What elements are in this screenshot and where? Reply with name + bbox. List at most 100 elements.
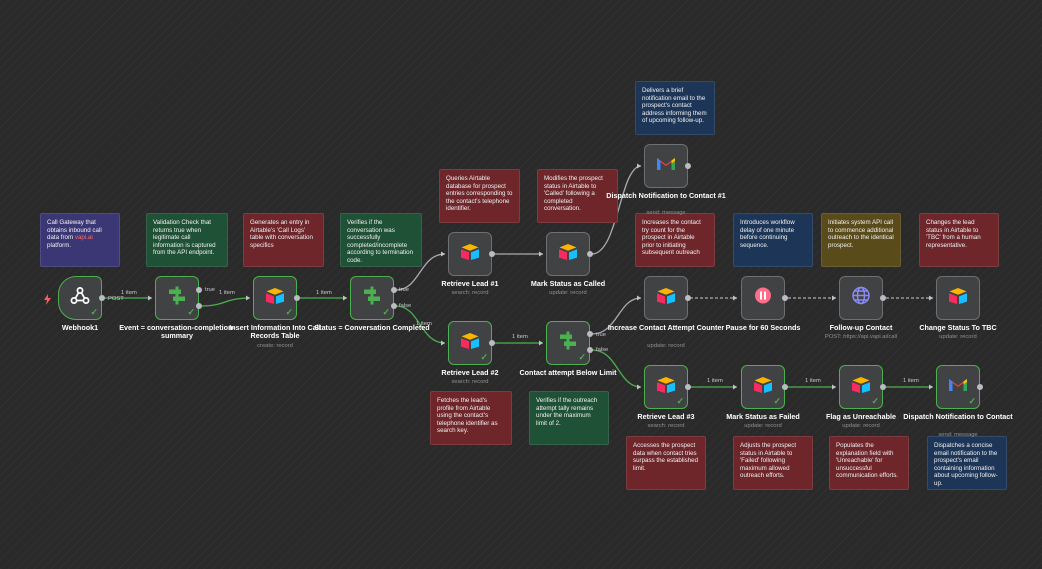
event-if-title: Event = conversation-completion-summary bbox=[119, 323, 235, 341]
edge-item-label: 1 item bbox=[316, 290, 332, 296]
success-check-icon: ✓ bbox=[968, 396, 976, 406]
if-icon bbox=[557, 330, 579, 357]
insert-record-subtitle: create: record bbox=[257, 343, 293, 349]
note-changes: Changes the lead status in Airtable to '… bbox=[919, 213, 999, 267]
success-check-icon: ✓ bbox=[90, 307, 98, 317]
flag-unreachable-subtitle: update: record bbox=[842, 423, 880, 429]
output-port[interactable] bbox=[685, 163, 691, 169]
note-populates-text: Populates the explanation field with 'Un… bbox=[836, 442, 899, 480]
dispatch-notification-2-title: Dispatch Notification to Contact bbox=[903, 412, 1013, 421]
success-check-icon: ✓ bbox=[187, 307, 195, 317]
dispatch-notification-2-node[interactable]: ✓ bbox=[936, 365, 980, 409]
output-port[interactable] bbox=[587, 251, 593, 257]
output-port[interactable] bbox=[782, 384, 788, 390]
mark-failed-node[interactable]: ✓ bbox=[741, 365, 785, 409]
airtable-icon bbox=[558, 243, 578, 265]
note-verifies-limit-text: Verifies if the outreach attempt tally r… bbox=[536, 397, 598, 427]
output-port[interactable] bbox=[880, 295, 886, 301]
false-port[interactable] bbox=[196, 303, 202, 309]
edge-item-label: 1 item bbox=[903, 378, 919, 384]
followup-contact-subtitle: POST: https://api.vapi.ai/call bbox=[824, 334, 898, 340]
note-generates-text: Generates an entry in Airtable's 'Call L… bbox=[250, 219, 313, 249]
output-port[interactable] bbox=[977, 384, 983, 390]
airtable-icon bbox=[265, 287, 285, 309]
change-status-tbc-node[interactable] bbox=[936, 276, 980, 320]
retrieve-lead-2-subtitle: search: record bbox=[451, 379, 489, 385]
output-port[interactable] bbox=[294, 295, 300, 301]
success-check-icon: ✓ bbox=[773, 396, 781, 406]
retrieve-lead-1-node[interactable] bbox=[448, 232, 492, 276]
status-if-node[interactable]: ✓ bbox=[350, 276, 394, 320]
mark-called-subtitle: update: record bbox=[549, 290, 587, 296]
branch-true-label: true bbox=[205, 287, 215, 293]
retrieve-lead-2-title: Retrieve Lead #2 bbox=[441, 368, 499, 377]
note-validation-text: Validation Check that returns true when … bbox=[153, 219, 216, 257]
dispatch-notification-1-node[interactable] bbox=[644, 144, 688, 188]
edge-item-label: 1 item bbox=[416, 321, 432, 327]
note-populates: Populates the explanation field with 'Un… bbox=[829, 436, 909, 490]
true-port[interactable] bbox=[391, 287, 397, 293]
mark-called-node[interactable] bbox=[546, 232, 590, 276]
status-if-title: Status = Conversation Completed bbox=[314, 323, 430, 332]
note-increases: Increases the contact try count for the … bbox=[635, 213, 715, 267]
output-port[interactable] bbox=[99, 295, 105, 301]
success-check-icon: ✓ bbox=[285, 307, 293, 317]
output-port[interactable] bbox=[782, 295, 788, 301]
note-verifies-text: Verifies if the conversation was success… bbox=[347, 219, 414, 264]
note-introduces: Introduces workflow delay of one minute … bbox=[733, 213, 813, 267]
false-port[interactable] bbox=[587, 347, 593, 353]
increase-counter-node[interactable] bbox=[644, 276, 688, 320]
change-status-tbc-subtitle: update: record bbox=[939, 334, 977, 340]
note-fetches: Fetches the lead's profile from Airtable… bbox=[430, 391, 512, 445]
airtable-icon bbox=[656, 376, 676, 398]
edge-item-label: 1 item bbox=[121, 290, 137, 296]
retrieve-lead-2-node[interactable]: ✓ bbox=[448, 321, 492, 365]
output-port[interactable] bbox=[685, 295, 691, 301]
vapi-link[interactable]: vapi.ai bbox=[74, 234, 93, 242]
gmail-icon bbox=[948, 377, 968, 397]
retrieve-lead-1-subtitle: search: record bbox=[451, 290, 489, 296]
true-port[interactable] bbox=[196, 287, 202, 293]
pause-node[interactable] bbox=[741, 276, 785, 320]
webhook-node[interactable]: ✓ bbox=[58, 276, 102, 320]
airtable-icon bbox=[753, 376, 773, 398]
note-delivers: Delivers a brief notification email to t… bbox=[635, 81, 715, 135]
false-port[interactable] bbox=[391, 303, 397, 309]
note-modifies: Modifies the prospect status in Airtable… bbox=[537, 169, 618, 223]
edge-item-label: 1 item bbox=[805, 378, 821, 384]
increase-counter-title: Increase Contact Attempt Counter bbox=[607, 323, 725, 332]
contact-attempt-if-node[interactable]: ✓ bbox=[546, 321, 590, 365]
success-check-icon: ✓ bbox=[578, 352, 586, 362]
note-introduces-text: Introduces workflow delay of one minute … bbox=[740, 219, 795, 249]
retrieve-lead-3-node[interactable]: ✓ bbox=[644, 365, 688, 409]
note-adjusts: Adjusts the prospect status in Airtable … bbox=[733, 436, 813, 490]
insert-record-node[interactable]: ✓ bbox=[253, 276, 297, 320]
mark-called-title: Mark Status as Called bbox=[530, 279, 606, 288]
note-dispatches: Dispatches a concise email notification … bbox=[927, 436, 1007, 490]
note-initiates: Initiates system API call to commence ad… bbox=[821, 213, 901, 267]
output-port[interactable] bbox=[880, 384, 886, 390]
if-icon bbox=[166, 285, 188, 312]
retrieve-lead-1-title: Retrieve Lead #1 bbox=[441, 279, 499, 288]
webhook-title: Webhook1 bbox=[61, 323, 99, 332]
output-port[interactable] bbox=[489, 340, 495, 346]
note-adjusts-text: Adjusts the prospect status in Airtable … bbox=[740, 442, 797, 480]
gmail-icon bbox=[656, 156, 676, 176]
event-if-node[interactable]: ✓ bbox=[155, 276, 199, 320]
output-port[interactable] bbox=[489, 251, 495, 257]
note-delivers-text: Delivers a brief notification email to t… bbox=[642, 87, 707, 125]
branch-false-label: false bbox=[399, 303, 412, 309]
success-check-icon: ✓ bbox=[676, 396, 684, 406]
followup-contact-node[interactable] bbox=[839, 276, 883, 320]
flag-unreachable-title: Flag as Unreachable bbox=[826, 412, 896, 421]
output-port[interactable] bbox=[685, 384, 691, 390]
edge-event-insert bbox=[201, 297, 251, 307]
trigger-bolt-icon bbox=[44, 292, 51, 310]
edge-item-label: 1 item bbox=[512, 334, 528, 340]
dispatch-notification-2-subtitle: send: message bbox=[938, 432, 978, 438]
flag-unreachable-node[interactable]: ✓ bbox=[839, 365, 883, 409]
note-validation: Validation Check that returns true when … bbox=[146, 213, 228, 267]
note-changes-text: Changes the lead status in Airtable to '… bbox=[926, 219, 981, 249]
airtable-icon bbox=[656, 287, 676, 309]
true-port[interactable] bbox=[587, 331, 593, 337]
